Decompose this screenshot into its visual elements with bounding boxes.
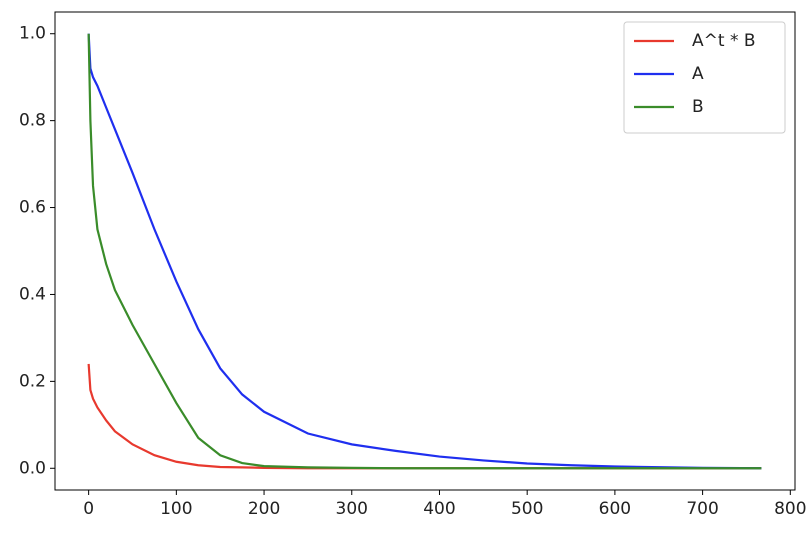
y-tick-label: 1.0: [19, 24, 46, 44]
x-tick-label: 0: [83, 499, 94, 519]
y-tick-label: 0.0: [19, 458, 46, 478]
y-tick-label: 0.4: [19, 284, 46, 304]
y-tick-label: 0.2: [19, 371, 46, 391]
x-tick-label: 500: [511, 499, 543, 519]
legend-label: A^t * B: [692, 31, 756, 51]
y-tick-label: 0.8: [19, 111, 46, 131]
legend-label: B: [692, 97, 704, 117]
plot-frame: [54, 11, 796, 491]
series-line: [87, 363, 762, 470]
y-tick-label: 0.6: [19, 198, 46, 218]
x-tick-label: 400: [423, 499, 455, 519]
x-tick-label: 200: [248, 499, 280, 519]
legend-label: A: [692, 64, 704, 84]
x-tick-label: 300: [336, 499, 368, 519]
x-tick-label: 700: [686, 499, 718, 519]
legend-box: [623, 21, 786, 134]
x-tick-label: 100: [160, 499, 192, 519]
series-line: [87, 33, 762, 470]
x-tick-label: 600: [599, 499, 631, 519]
x-tick-label: 800: [774, 499, 806, 519]
series-line: [87, 33, 762, 470]
